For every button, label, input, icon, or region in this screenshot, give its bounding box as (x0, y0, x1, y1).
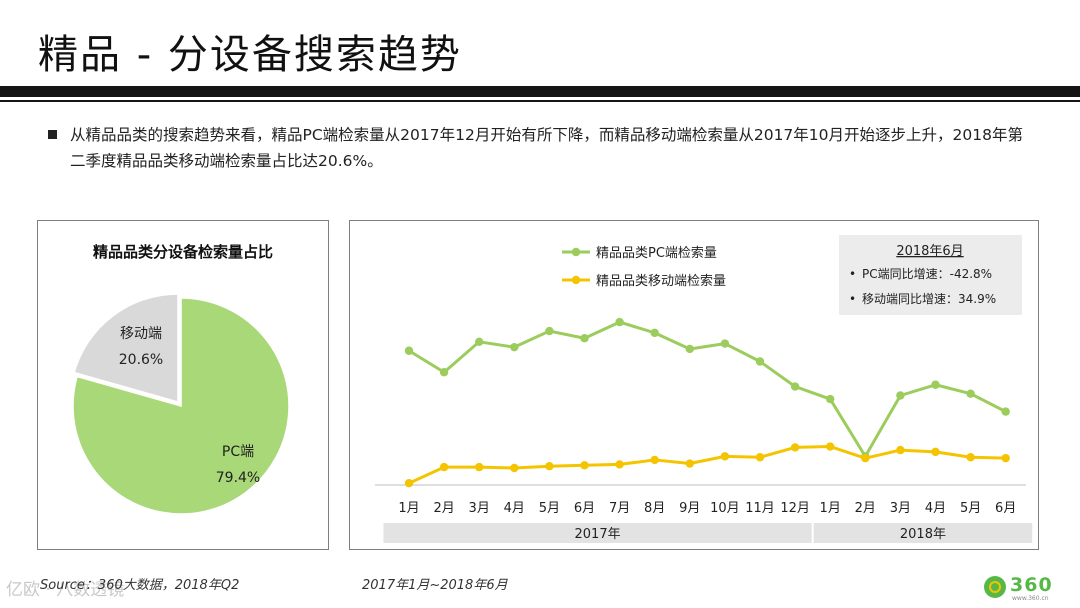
pie-slice (73, 293, 179, 404)
data-point (510, 342, 519, 352)
title-divider-thick (0, 86, 1080, 97)
pie-chart-title: 精品品类分设备检索量占比 (92, 243, 273, 261)
brand-logo: 360 www.360.cn (984, 574, 1064, 602)
x-tick-label: 7月 (609, 501, 630, 516)
data-point (439, 368, 449, 377)
data-point (615, 460, 624, 469)
data-point (826, 442, 835, 451)
summary-bullet: 从精品品类的搜索趋势来看，精品PC端检索量从2017年12月开始有所下降，而精品… (48, 122, 1038, 174)
data-point (1001, 453, 1010, 463)
legend-label: 精品品类移动端检索量 (596, 274, 726, 289)
annotation-item: 移动端同比增速：34.9% (862, 292, 996, 306)
data-point (720, 339, 730, 348)
annotation-bullet-icon: • (849, 267, 856, 281)
x-tick-label: 2月 (433, 501, 454, 516)
year-label: 2018年 (900, 527, 946, 542)
source-note: Source：360大数据，2018年Q2 (40, 578, 240, 593)
data-point (404, 346, 414, 355)
data-point (580, 334, 589, 343)
data-point (545, 326, 554, 336)
data-point (650, 455, 659, 465)
data-point (685, 459, 694, 468)
title-divider-thin (0, 100, 1080, 102)
series-line (408, 445, 1006, 485)
summary-text: 从精品品类的搜索趋势来看，精品PC端检索量从2017年12月开始有所下降，而精品… (70, 126, 1023, 170)
annotation-item: PC端同比增速：-42.8% (862, 267, 992, 281)
logo-url: www.360.cn (1012, 595, 1049, 602)
line-chart: 1月 2月 3月 4月 5月 6月 7月 8月 9月 10月 11月 12月 1月 2月 3月 4月 5月 6月 2… (375, 235, 1033, 543)
data-point (966, 453, 975, 462)
data-point (510, 463, 519, 473)
logo-text: 360 (1010, 574, 1053, 596)
data-point (896, 445, 905, 455)
data-point (720, 452, 730, 461)
legend-label: 精品品类PC端检索量 (596, 246, 717, 261)
pie-label-pc: PC端 (222, 444, 254, 460)
data-point (931, 447, 940, 457)
x-tick-label: 8月 (644, 501, 665, 516)
data-point (475, 462, 484, 472)
data-point (1001, 407, 1010, 416)
annotation-bullet-icon: • (849, 292, 856, 306)
data-point (650, 328, 659, 338)
x-tick-label: 2月 (855, 501, 876, 516)
data-point (615, 317, 624, 327)
data-point (580, 461, 589, 470)
x-tick-label: 4月 (504, 501, 525, 516)
x-tick-label: 3月 (890, 501, 911, 516)
data-point (861, 453, 870, 463)
year-band (813, 523, 1033, 543)
data-point (826, 394, 835, 404)
x-tick-label: 1月 (398, 501, 419, 516)
data-point (966, 389, 975, 398)
annotation-title: 2018年6月 (896, 244, 963, 259)
logo-ring-icon (984, 576, 1006, 598)
pie-chart: PC端 79.4% 移动端 20.6% (72, 293, 290, 515)
x-tick-label: 6月 (995, 501, 1016, 516)
pie-value-mobile: 20.6% (119, 352, 163, 368)
x-tick-label: 1月 (820, 501, 841, 516)
data-point (755, 357, 765, 366)
x-tick-label: 12月 (780, 501, 810, 516)
date-range-note: 2017年1月~2018年6月 (362, 578, 508, 593)
series-line (408, 320, 1007, 458)
x-tick-label: 5月 (539, 501, 560, 516)
annotation-box (839, 235, 1022, 315)
legend-swatch-marker (571, 247, 581, 257)
data-point (755, 453, 765, 462)
x-tick-label: 3月 (469, 501, 490, 516)
legend-swatch-marker (571, 275, 581, 285)
watermark: 亿欧 · 八数透镜 (6, 580, 125, 600)
data-point (931, 380, 940, 389)
bullet-square-icon (48, 130, 57, 139)
data-point (896, 391, 905, 400)
data-point (790, 382, 800, 391)
x-tick-label: 4月 (925, 501, 946, 516)
data-point (685, 344, 694, 354)
data-point (475, 337, 484, 346)
pie-slice (72, 297, 290, 515)
data-point (790, 443, 800, 452)
line-chart-panel: 1月 2月 3月 4月 5月 6月 7月 8月 9月 10月 11月 12月 1月 2月 3月 4月 5月 6月 2… (349, 220, 1039, 550)
x-tick-label: 10月 (710, 501, 740, 516)
x-tick-label: 6月 (574, 501, 595, 516)
data-point (404, 479, 414, 488)
page-title: 精品 - 分设备搜索趋势 (38, 32, 462, 78)
data-point (545, 462, 554, 471)
x-tick-label: 11月 (745, 501, 775, 516)
data-point (439, 462, 449, 472)
pie-value-pc: 79.4% (216, 470, 260, 486)
pie-chart-panel: 精品品类分设备检索量占比 PC端 79.4% 移动端 20.6% (37, 220, 329, 550)
pie-label-mobile: 移动端 (120, 326, 162, 342)
year-label: 2017年 (575, 527, 621, 542)
year-band (383, 523, 812, 543)
x-tick-label: 9月 (679, 501, 700, 516)
x-tick-label: 5月 (960, 501, 981, 516)
